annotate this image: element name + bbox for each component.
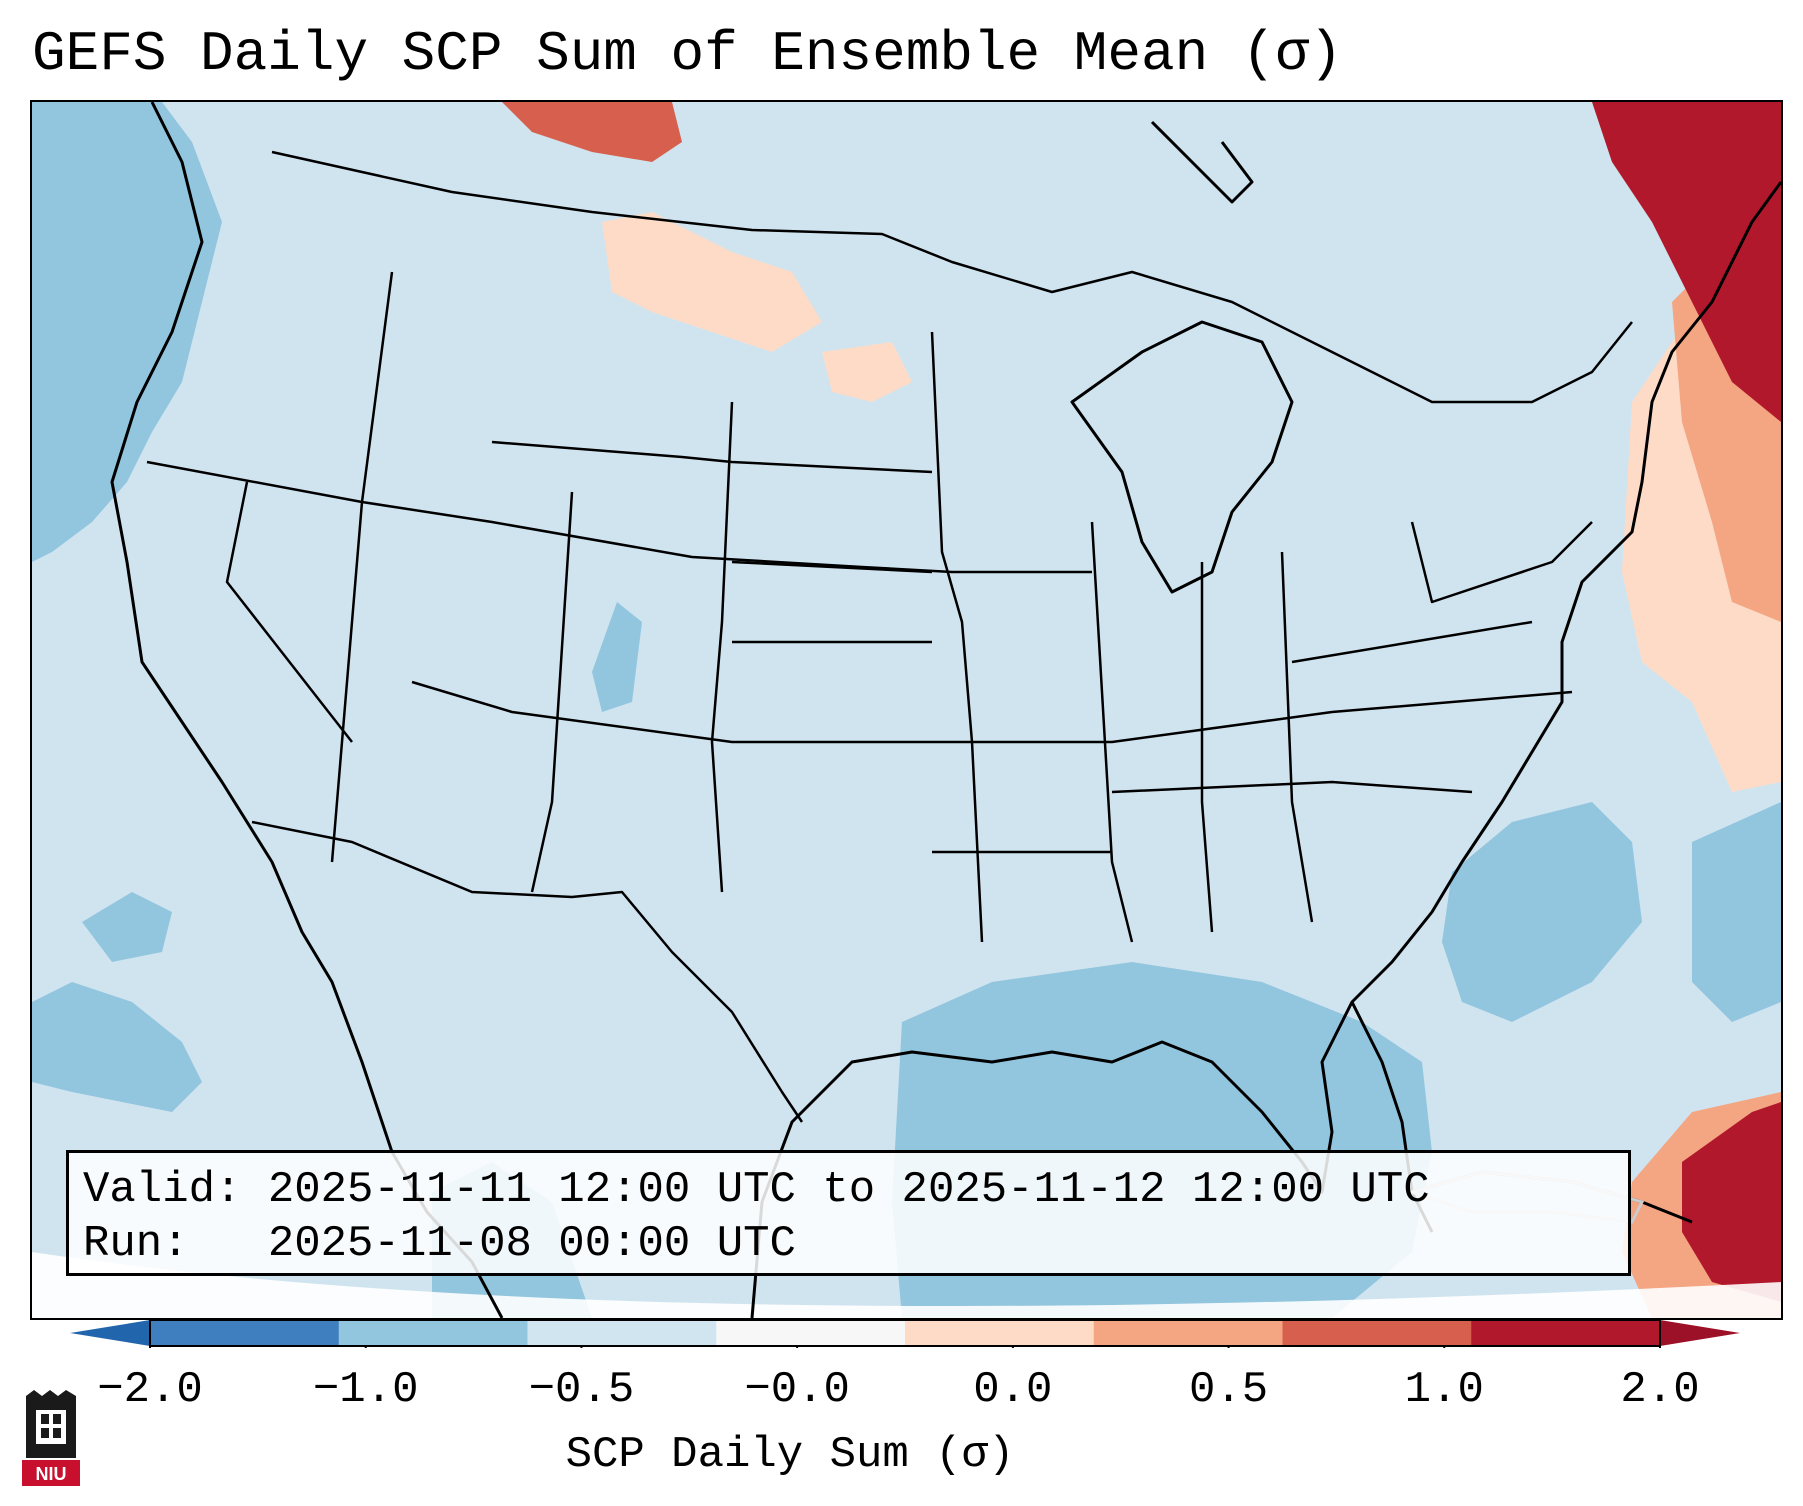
colorbar-tick-label: −1.0	[312, 1365, 419, 1415]
projection-edge	[32, 1252, 1781, 1318]
colorbar-segment	[527, 1320, 717, 1346]
us-mexico-border	[251, 820, 804, 1123]
niu-logo: NIU	[22, 1390, 80, 1486]
pacific-lower-region	[32, 982, 202, 1112]
colorbar-segment	[338, 1320, 528, 1346]
colorbar-tick-label: 0.5	[1188, 1365, 1269, 1415]
colorbar-segment	[1282, 1320, 1472, 1346]
colorbar-label: SCP Daily Sum (σ)	[565, 1430, 1015, 1480]
colorbar-tick-label: −2.0	[97, 1365, 203, 1415]
colorbar-segment	[716, 1320, 906, 1346]
colorbar	[70, 1319, 1740, 1348]
colorbar-segment	[905, 1320, 1095, 1346]
hudson-outline	[1150, 120, 1254, 204]
map-canvas	[32, 102, 1781, 1318]
pacific-spot-region	[82, 892, 172, 962]
map-frame	[30, 100, 1783, 1320]
colorado-low-region	[592, 602, 642, 712]
valid-label: Valid:	[83, 1165, 242, 1215]
atlantic-low-region	[1442, 802, 1642, 1022]
valid-value: 2025-11-11 12:00 UTC to 2025-11-12 12:00…	[267, 1165, 1430, 1215]
great-lakes-outline	[1070, 320, 1294, 594]
northeast-high-region	[1592, 102, 1781, 422]
south-dakota-slight-region	[822, 342, 912, 402]
colorbar-tick-label: −0.0	[744, 1365, 850, 1415]
colorbar-over-arrow	[1660, 1320, 1740, 1346]
niu-logo-banner	[22, 1460, 80, 1486]
atlantic-low-east-region	[1692, 802, 1781, 1022]
colorbar-tick-label: 1.0	[1404, 1365, 1484, 1415]
colorbar-segment	[1093, 1320, 1283, 1346]
state-borders	[146, 150, 1633, 1123]
niu-logo-text: NIU	[36, 1464, 67, 1484]
validity-info-box: Valid: 2025-11-11 12:00 UTC to 2025-11-1…	[66, 1150, 1631, 1276]
canada-north-high-region	[502, 102, 682, 162]
colorbar-under-arrow	[70, 1320, 150, 1346]
us-canada-border	[271, 150, 1633, 404]
colorbar-border	[149, 1319, 1661, 1347]
chart-title: GEFS Daily SCP Sum of Ensemble Mean (σ)	[32, 22, 1343, 86]
colorbar-tick-label: 2.0	[1620, 1365, 1700, 1415]
colorbar-tick-label: −0.5	[528, 1365, 635, 1415]
pacific-low-region	[32, 102, 222, 562]
colorbar-tick-label: 0.0	[973, 1365, 1053, 1415]
run-label: Run:	[83, 1219, 189, 1269]
caribbean-high-region	[1682, 1102, 1781, 1302]
run-value: 2025-11-08 00:00 UTC	[267, 1219, 796, 1269]
colorbar-segment	[150, 1320, 340, 1346]
northern-plains-slight-region	[602, 212, 822, 352]
colorbar-segment	[1471, 1320, 1661, 1346]
